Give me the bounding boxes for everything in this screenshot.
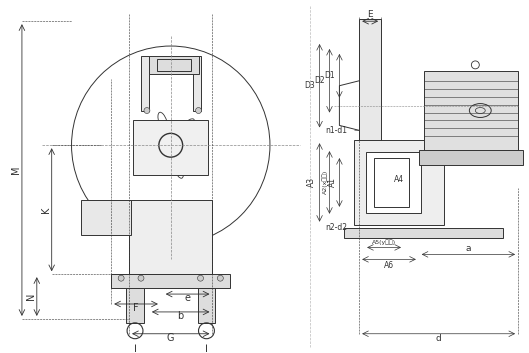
Text: D1: D1 (324, 71, 334, 80)
Bar (419, 150, 523, 165)
Bar (111, 274, 230, 288)
Bar (133, 120, 208, 175)
Bar (424, 71, 518, 150)
Text: b: b (178, 311, 184, 321)
Text: M: M (11, 166, 21, 174)
Text: D2: D2 (314, 76, 324, 85)
Text: D3: D3 (304, 81, 315, 90)
Circle shape (217, 275, 223, 281)
Text: A2(x部分): A2(x部分) (322, 170, 327, 194)
Text: E: E (367, 10, 373, 19)
Text: n1-d1: n1-d1 (325, 126, 348, 135)
Bar (129, 200, 213, 274)
Text: N: N (26, 292, 36, 300)
Bar (344, 228, 503, 238)
Bar (149, 56, 198, 74)
Circle shape (144, 108, 150, 114)
Bar (354, 140, 444, 225)
Bar (197, 288, 215, 323)
Text: F: F (133, 303, 139, 313)
Bar (359, 19, 381, 225)
Text: A4: A4 (394, 175, 404, 185)
Bar (366, 152, 421, 213)
Bar (126, 288, 144, 323)
Text: G: G (167, 333, 175, 343)
Text: e: e (185, 293, 190, 303)
Bar (81, 200, 131, 234)
Circle shape (138, 275, 144, 281)
Bar (193, 56, 200, 110)
Circle shape (197, 275, 204, 281)
Text: A1: A1 (329, 177, 338, 187)
Text: a: a (466, 244, 471, 253)
Text: d: d (436, 334, 442, 343)
Text: n2-d2: n2-d2 (325, 223, 348, 232)
Bar (141, 56, 149, 110)
Text: A6: A6 (384, 261, 394, 270)
Text: K: K (41, 207, 51, 213)
Text: A5(y部分): A5(y部分) (372, 240, 396, 245)
Text: A3: A3 (307, 177, 316, 187)
Bar (374, 158, 409, 207)
Bar (157, 59, 190, 71)
Circle shape (118, 275, 124, 281)
Circle shape (196, 108, 202, 114)
Circle shape (168, 142, 174, 148)
